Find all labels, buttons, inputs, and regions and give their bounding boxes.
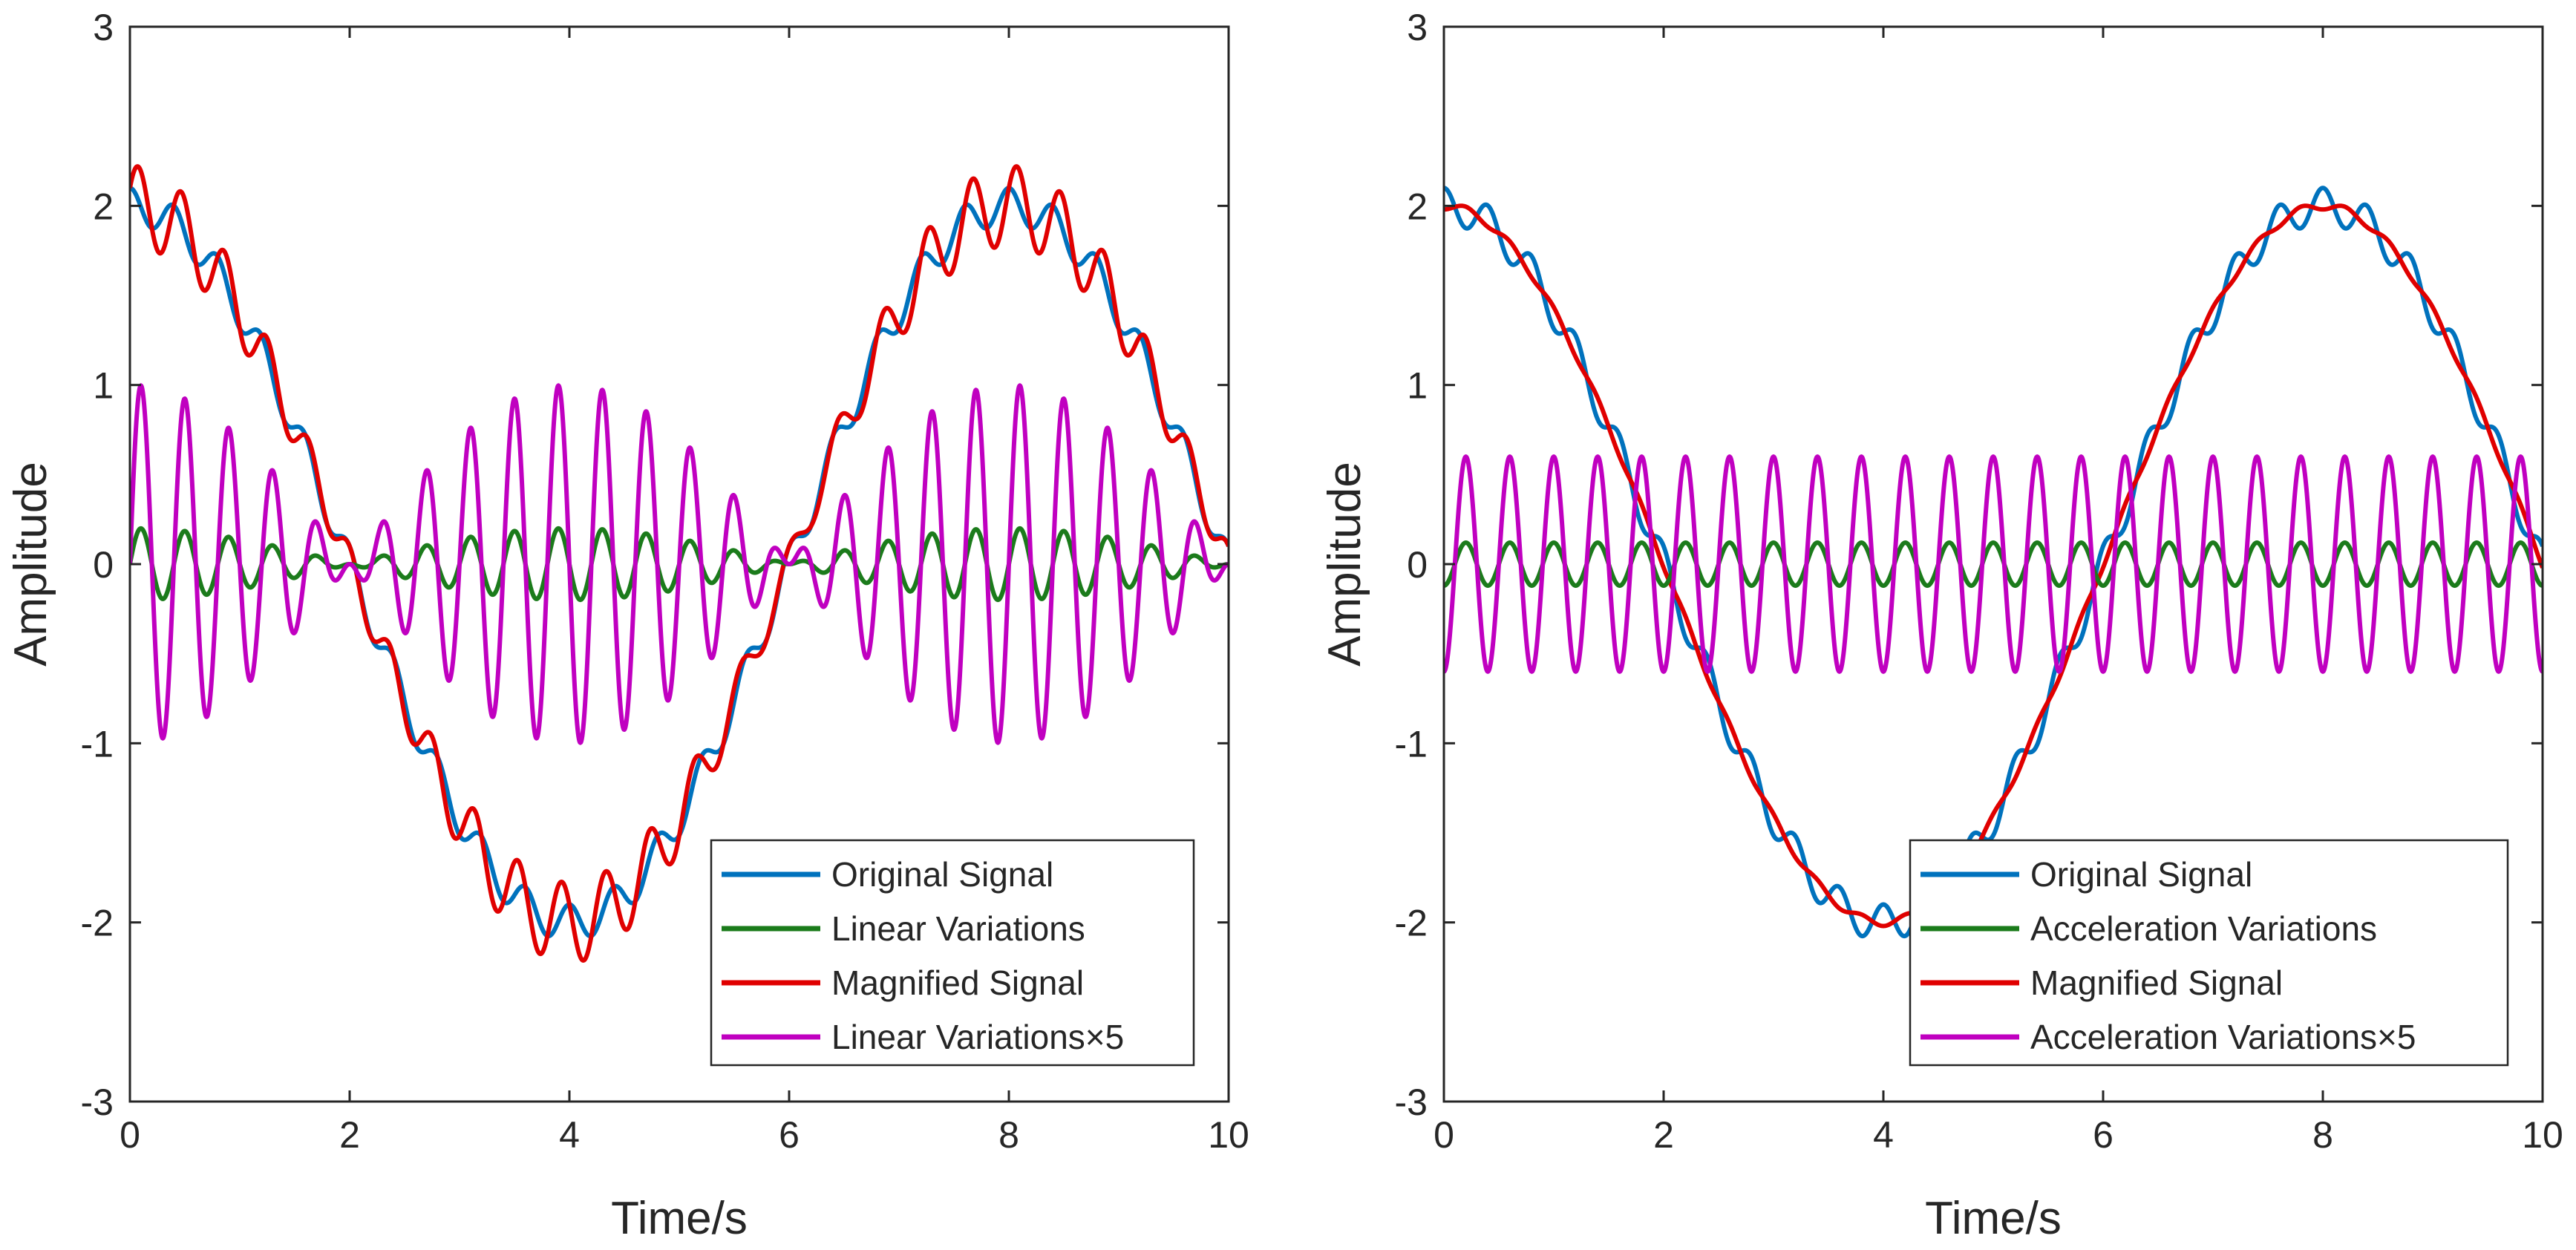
x-tick-label: 2: [1653, 1114, 1674, 1156]
x-tick-label: 2: [339, 1114, 360, 1156]
x-tick-label: 10: [1208, 1114, 1249, 1156]
ticks-layer: 0 2 4 6 8 10 -3 -2 -1 0 1 2 3: [1395, 7, 2563, 1156]
x-axis-label: Time/s: [1925, 1193, 2062, 1244]
x-tick-label: 0: [1434, 1114, 1454, 1156]
chart-acceleration-variations: 0 2 4 6 8 10 -3 -2 -1 0 1 2 3 Time/s Amplitude Origi…: [1319, 7, 2563, 1244]
series-line-acceleration-variations: [1444, 540, 2543, 588]
legend-entry: Acceleration Variations×5: [1920, 1018, 2416, 1056]
legend-entry: Magnified Signal: [1920, 963, 2283, 1002]
series-line-magnified-signal: [130, 164, 1229, 963]
series-line-magnified-signal: [1444, 203, 2543, 929]
y-tick-label: -1: [1395, 723, 1428, 765]
x-tick-label: 4: [1873, 1114, 1894, 1156]
legend-label-acceleration-variations: Acceleration Variations: [2030, 909, 2377, 948]
y-tick-label: 2: [93, 186, 114, 227]
x-tick-label: 8: [998, 1114, 1019, 1156]
x-tick-label: 10: [2522, 1114, 2563, 1156]
y-tick-label: 3: [1407, 7, 1428, 48]
x-tick-label: 0: [120, 1114, 140, 1156]
y-tick-label: -1: [81, 723, 114, 765]
y-tick-label: -2: [81, 903, 114, 944]
series-line-linear-variations-x5: [130, 383, 1229, 745]
x-tick-label: 8: [2312, 1114, 2333, 1156]
x-axis-label: Time/s: [611, 1193, 748, 1244]
y-axis-label: Amplitude: [1319, 462, 1370, 667]
y-tick-label: -3: [81, 1082, 114, 1123]
x-tick-label: 6: [2093, 1114, 2114, 1156]
legend-entry: Linear Variations: [722, 909, 1085, 948]
series-line-original-signal: [1444, 186, 2543, 939]
series-layer: [130, 164, 1229, 963]
y-tick-label: 0: [93, 544, 114, 586]
legend-label-linear-variations-x5: Linear Variations×5: [831, 1018, 1124, 1056]
legend-label-original-signal: Original Signal: [831, 855, 1053, 894]
y-tick-label: 1: [93, 365, 114, 407]
legend-box: [1909, 839, 2509, 1067]
legend-entry: Acceleration Variations: [1920, 909, 2377, 948]
y-tick-label: 2: [1407, 186, 1428, 227]
legend-label-magnified-signal: Magnified Signal: [2030, 963, 2283, 1002]
legend: Original Signal Linear Variations Magnif…: [710, 839, 1195, 1067]
legend: Original Signal Acceleration Variations …: [1909, 839, 2509, 1067]
y-tick-label: 0: [1407, 544, 1428, 586]
y-tick-label: 1: [1407, 365, 1428, 407]
legend-label-original-signal: Original Signal: [2030, 855, 2252, 894]
x-tick-label: 6: [779, 1114, 800, 1156]
legend-entry: Original Signal: [722, 855, 1053, 894]
legend-entry: Original Signal: [1920, 855, 2252, 894]
x-tick-label: 4: [559, 1114, 580, 1156]
legend-label-magnified-signal: Magnified Signal: [831, 963, 1084, 1002]
ticks-layer: 0 2 4 6 8 10 -3 -2 -1 0 1 2 3: [81, 7, 1249, 1156]
y-tick-label: -3: [1395, 1082, 1428, 1123]
series-layer: [1444, 186, 2543, 939]
legend-box: [710, 839, 1195, 1067]
legend-label-acceleration-variations-x5: Acceleration Variations×5: [2030, 1018, 2416, 1056]
y-tick-label: -2: [1395, 903, 1428, 944]
y-tick-label: 3: [93, 7, 114, 48]
y-axis-label: Amplitude: [5, 462, 56, 667]
chart-linear-variations: 0 2 4 6 8 10 -3 -2 -1 0 1 2 3 Time/s Amplitude Origi…: [5, 7, 1249, 1244]
series-line-acceleration-variations-x5: [1444, 454, 2543, 674]
legend-entry: Linear Variations×5: [722, 1018, 1124, 1056]
legend-label-linear-variations: Linear Variations: [831, 909, 1085, 948]
legend-entry: Magnified Signal: [722, 963, 1084, 1002]
